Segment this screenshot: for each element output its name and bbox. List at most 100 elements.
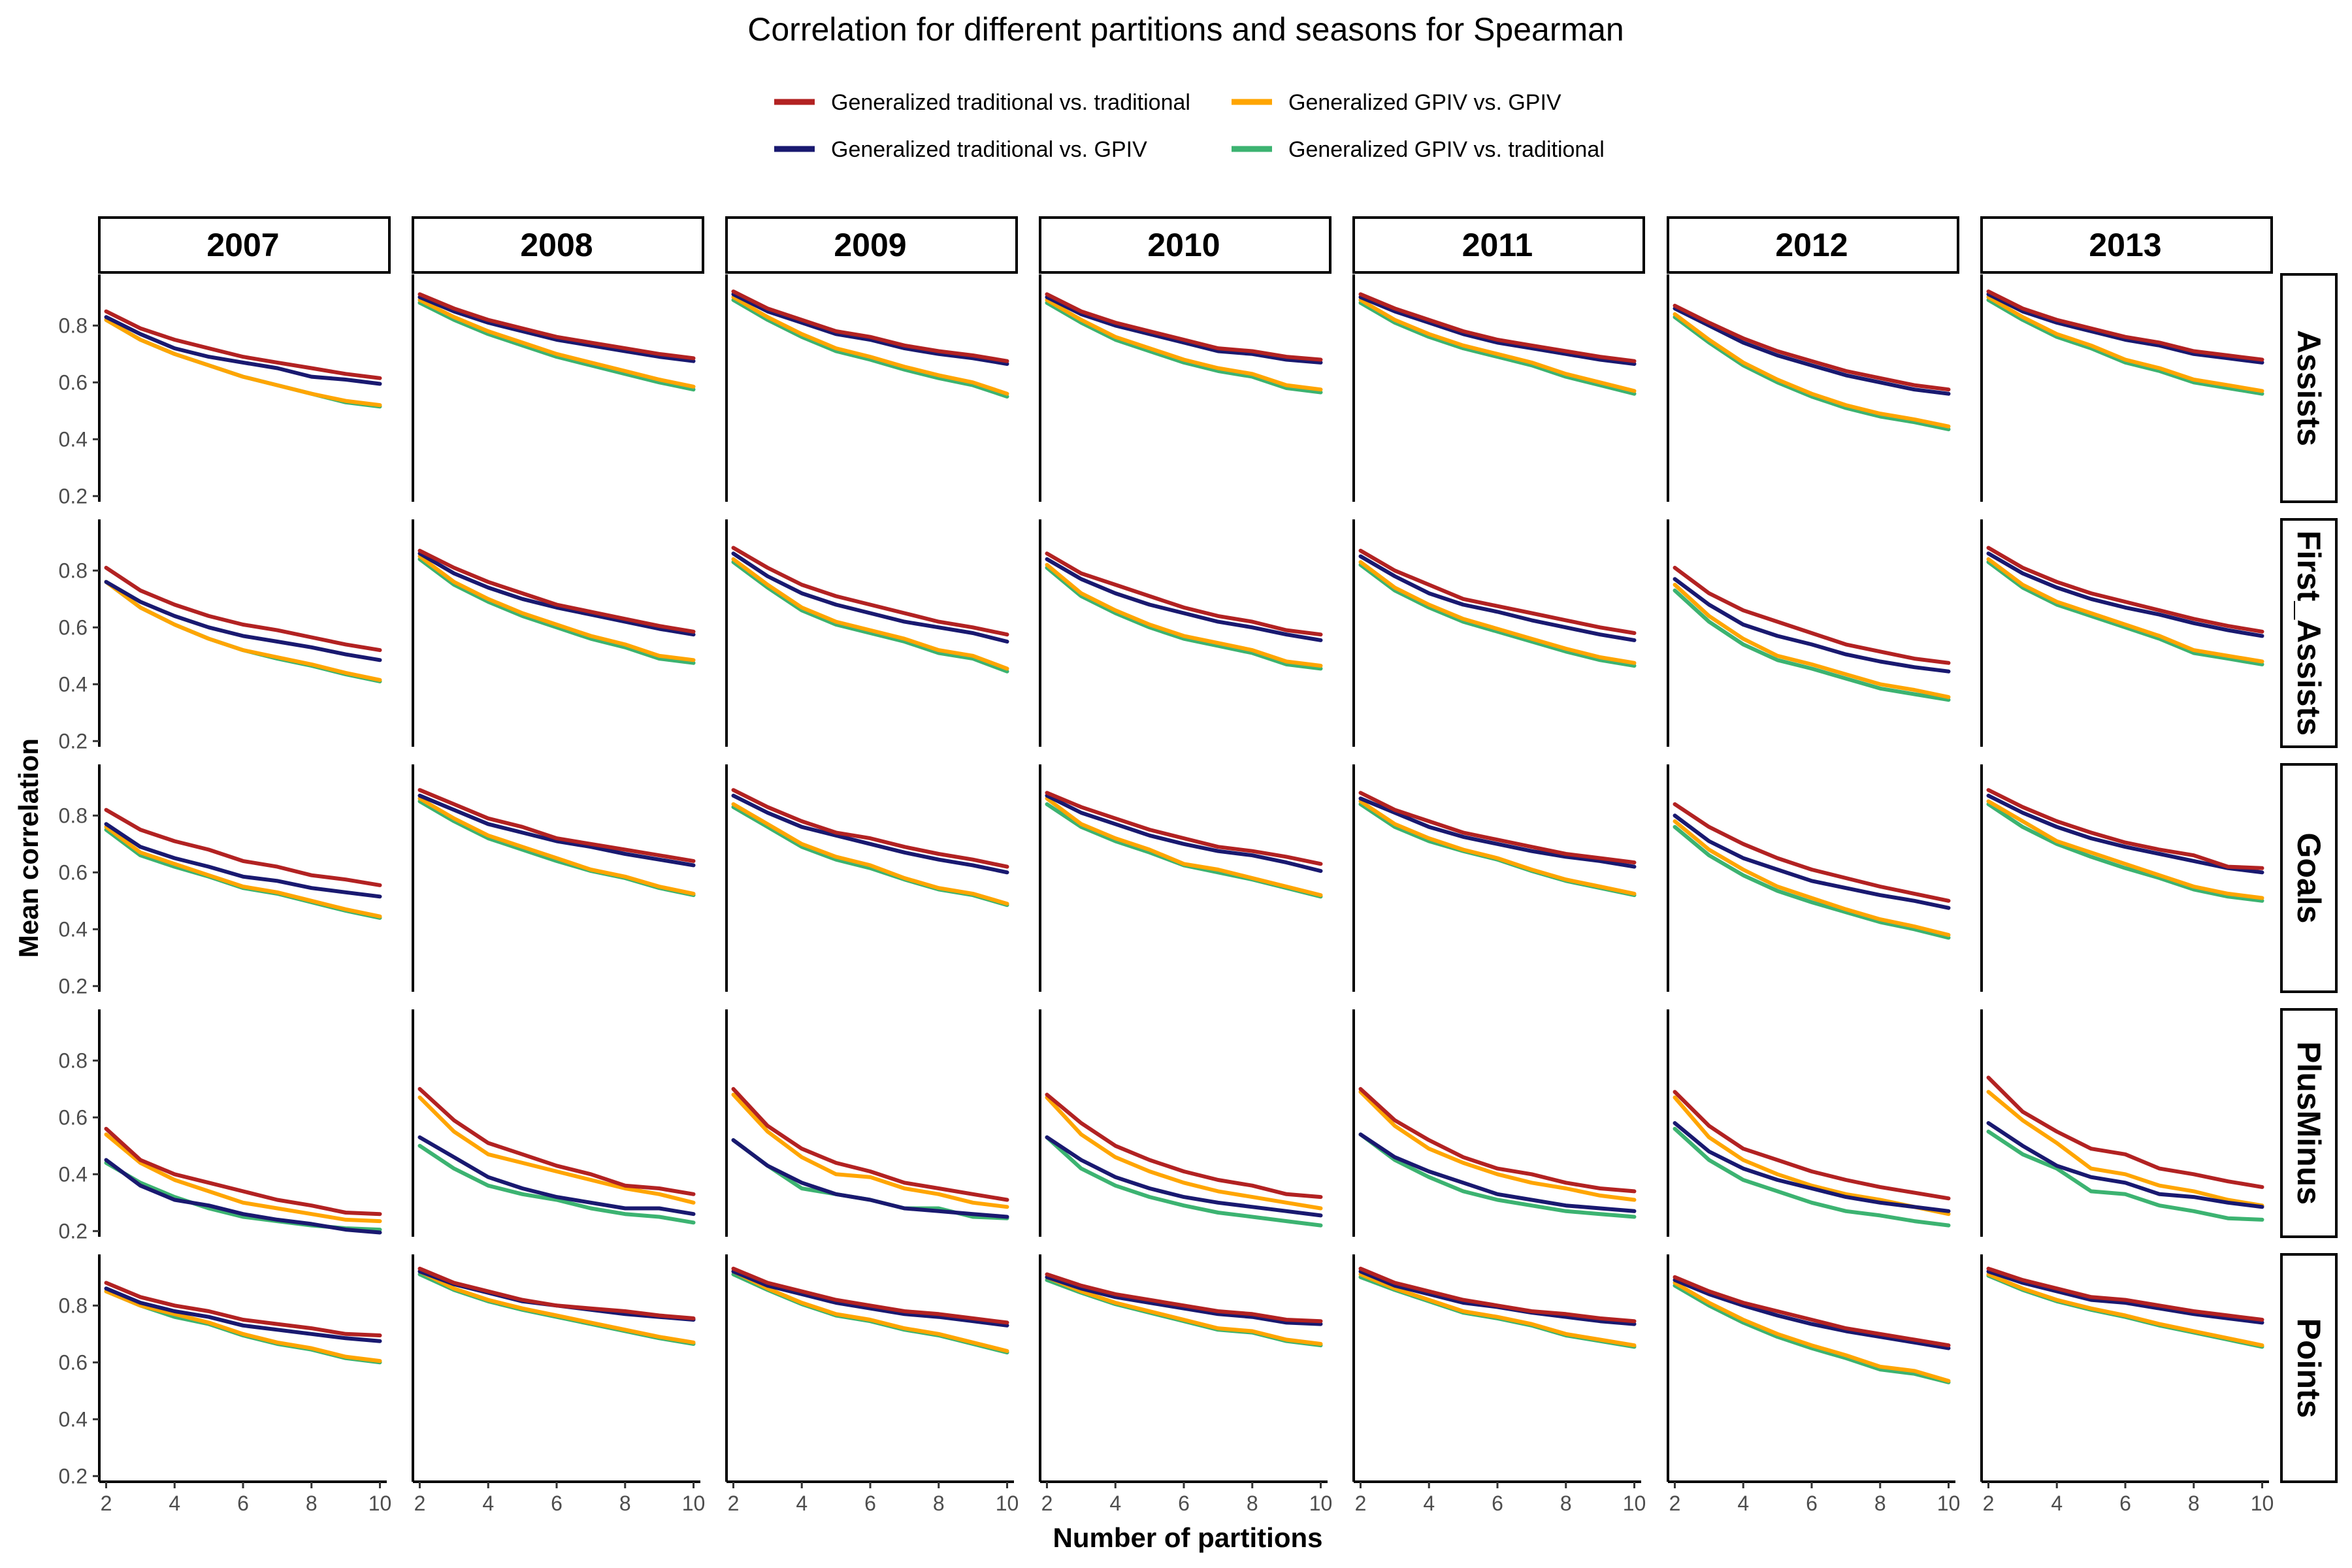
x-tick-label: 4 — [796, 1492, 808, 1515]
series-line-1 — [1358, 548, 1637, 635]
series-line-1 — [417, 1266, 696, 1320]
panel-points-2009: 2 4 6 8 10 — [725, 1254, 1019, 1515]
strip-label: Goals — [2291, 833, 2327, 924]
series-line-3 — [1045, 563, 1323, 668]
y-tick-label: 0.6 — [59, 860, 88, 884]
strip-label: 2008 — [520, 227, 593, 263]
series-line-3 — [1358, 298, 1637, 393]
strip-box — [2280, 1253, 2338, 1483]
series-line-2 — [417, 793, 696, 868]
series-line-1 — [104, 1126, 382, 1217]
x-tick-label: 6 — [237, 1492, 249, 1515]
x-tick-label: 10 — [368, 1492, 392, 1515]
series-line-1 — [1358, 292, 1637, 363]
series-line-1 — [731, 1086, 1009, 1202]
x-tick-label: 6 — [2119, 1492, 2131, 1515]
series-line-2 — [1986, 1269, 2264, 1325]
strip-box — [1352, 216, 1645, 274]
series-line-2 — [1986, 1121, 2264, 1209]
y-tick-label: 0.8 — [59, 1049, 88, 1072]
panel-goals-2011 — [1352, 764, 1637, 992]
y-tick-label: 0.6 — [59, 1105, 88, 1129]
series-line-2 — [104, 1286, 382, 1343]
series-line-1 — [417, 788, 696, 863]
y-axis-title: Mean correlation — [13, 738, 44, 958]
strip-label: PlusMinus — [2291, 1041, 2327, 1205]
x-tick-label: 2 — [1355, 1492, 1367, 1515]
series-line-3 — [1673, 1281, 1951, 1383]
panel-first-assists-2013 — [1980, 519, 2264, 747]
strip-box — [2280, 1008, 2338, 1238]
series-line-4 — [417, 799, 696, 898]
series-line-4 — [1045, 566, 1323, 671]
panel-assists-2010 — [1039, 274, 1323, 502]
strip-box — [2280, 518, 2338, 748]
series-line-1 — [1673, 802, 1951, 903]
strip-label: 2007 — [206, 227, 279, 263]
x-tick-label: 4 — [1423, 1492, 1435, 1515]
strip-2013: 2013 — [1980, 216, 2273, 274]
series-line-3 — [417, 298, 696, 389]
x-tick-label: 8 — [619, 1492, 631, 1515]
strip-first-assists: First_Assists — [2280, 518, 2338, 748]
x-tick-label: 6 — [1178, 1492, 1190, 1515]
y-tick-label: 0.4 — [59, 427, 88, 451]
series-line-1 — [1673, 303, 1951, 392]
y-tick-label: 0.6 — [59, 1350, 88, 1374]
y-tick-label: 0.8 — [59, 1294, 88, 1317]
panel-grid: 2007 2008 2009 2010 2011 2012 2013 Assists First… — [59, 216, 2338, 1515]
series-line-4 — [1045, 802, 1323, 899]
series-line-4 — [1045, 1135, 1323, 1228]
strip-box — [725, 216, 1018, 274]
series-line-1 — [417, 1086, 696, 1196]
series-line-3 — [1358, 799, 1637, 896]
legend: Generalized traditional vs. traditional G… — [774, 90, 1605, 162]
series-line-2 — [417, 1269, 696, 1322]
y-tick-label: 0.6 — [59, 370, 88, 394]
series-line-4 — [1986, 802, 2264, 903]
series-line-2 — [1045, 557, 1323, 642]
y-tick-label: 0.4 — [59, 672, 88, 696]
series-line-1 — [731, 1266, 1009, 1325]
series-line-2 — [104, 822, 382, 899]
series-line-4 — [417, 557, 696, 665]
series-line-2 — [1358, 796, 1637, 869]
series-line-4 — [104, 828, 382, 920]
series-line-3 — [104, 825, 382, 919]
series-line-2 — [1673, 577, 1951, 674]
series-line-4 — [1986, 560, 2264, 666]
series-line-3 — [104, 1289, 382, 1364]
strip-label: 2012 — [1775, 227, 1848, 263]
panel-plusminus-2013 — [1980, 1009, 2264, 1237]
series-line-4 — [104, 580, 382, 683]
panel-first-assists-2011 — [1352, 519, 1637, 747]
x-tick-label: 10 — [1937, 1492, 1961, 1515]
series-line-4 — [731, 805, 1009, 907]
panel-assists-2007: 0.2 0.4 0.6 0.8 — [59, 274, 382, 508]
series-line-3 — [1358, 1090, 1637, 1202]
series-line-3 — [731, 557, 1009, 671]
series-line-4 — [1358, 563, 1637, 668]
series-line-3 — [1986, 799, 2264, 900]
series-line-3 — [1673, 819, 1951, 937]
panel-plusminus-2007: 0.2 0.4 0.6 0.8 — [59, 1009, 382, 1243]
series-line-1 — [731, 546, 1009, 637]
series-line-2 — [417, 1135, 696, 1217]
x-tick-label: 2 — [101, 1492, 112, 1515]
series-line-2 — [1673, 1121, 1951, 1213]
series-line-2 — [1358, 554, 1637, 642]
series-line-4 — [1358, 301, 1637, 396]
series-line-3 — [1045, 796, 1323, 898]
x-tick-label: 6 — [1492, 1492, 1503, 1515]
series-line-2 — [1673, 306, 1951, 396]
y-tick-label: 0.8 — [59, 804, 88, 827]
series-line-4 — [1358, 1132, 1637, 1219]
panel-goals-2013 — [1980, 764, 2264, 992]
series-line-3 — [1045, 298, 1323, 392]
series-line-2 — [1045, 1275, 1323, 1326]
strip-box — [98, 216, 391, 274]
series-line-1 — [1986, 1266, 2264, 1322]
panel-first-assists-2007: 0.2 0.4 0.6 0.8 — [59, 519, 382, 753]
series-line-3 — [1045, 1275, 1323, 1346]
series-line-4 — [1986, 1130, 2264, 1222]
